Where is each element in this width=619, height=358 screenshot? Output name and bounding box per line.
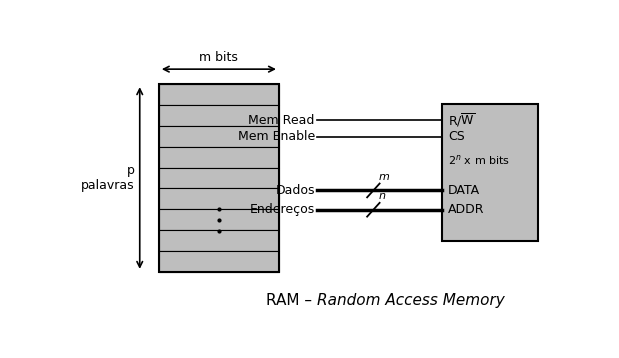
Text: n: n	[379, 192, 386, 202]
Bar	[442, 103, 538, 241]
Text: p
palavras: p palavras	[81, 164, 135, 192]
Text: m bits: m bits	[199, 50, 238, 64]
Text: ADDR: ADDR	[448, 203, 485, 216]
Text: DATA: DATA	[448, 184, 480, 197]
Text: Mem Read: Mem Read	[248, 113, 315, 127]
Text: CS: CS	[448, 130, 465, 143]
Text: Mem Enable: Mem Enable	[238, 130, 315, 143]
Bar	[159, 147, 279, 168]
Text: m: m	[379, 172, 389, 182]
Bar	[159, 209, 279, 230]
Bar	[159, 230, 279, 251]
Bar	[159, 251, 279, 272]
Bar	[159, 84, 279, 272]
Bar	[159, 188, 279, 209]
Bar	[159, 126, 279, 147]
Bar	[159, 105, 279, 126]
Text: $2^n$ x m bits: $2^n$ x m bits	[448, 153, 511, 167]
Text: Dados: Dados	[275, 184, 315, 197]
Text: Random Access Memory: Random Access Memory	[318, 292, 505, 308]
Text: Endereços: Endereços	[249, 203, 315, 216]
Bar	[159, 84, 279, 105]
Bar	[159, 168, 279, 188]
Text: RAM –: RAM –	[266, 292, 318, 308]
Text: R/$\overline{\mathrm{W}}$: R/$\overline{\mathrm{W}}$	[448, 112, 475, 129]
